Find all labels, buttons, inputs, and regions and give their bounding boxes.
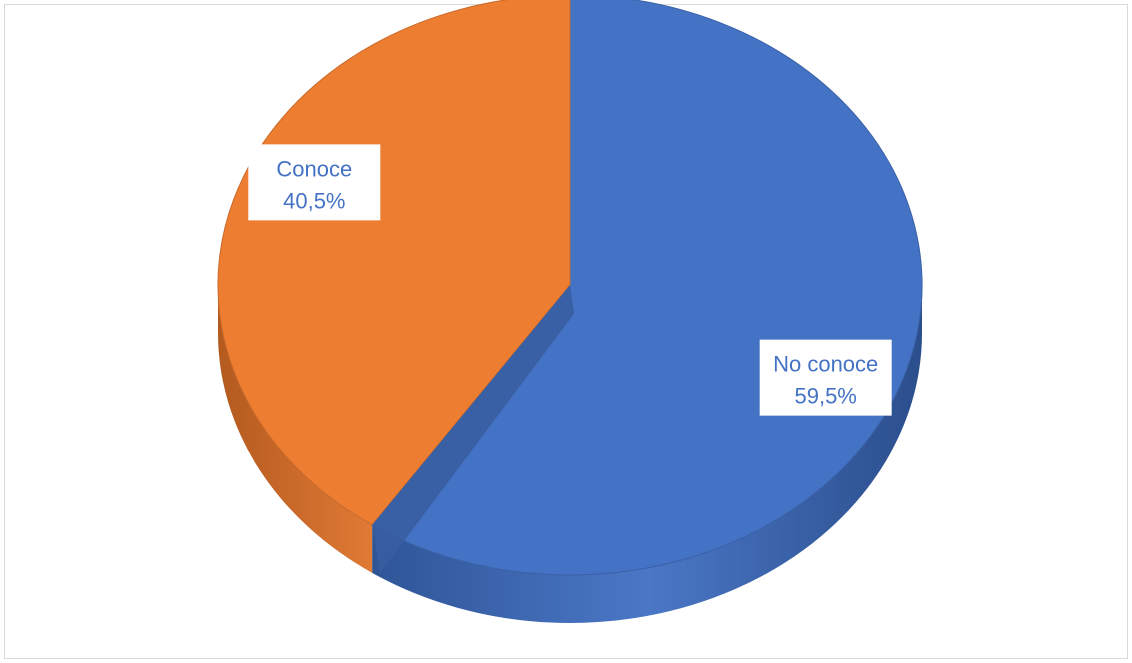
data-label-box (759, 339, 892, 416)
data-label-no-conoce: No conoce 59,5% (759, 339, 892, 416)
data-label-value: 40,5% (283, 188, 345, 213)
data-label-category: No conoce (773, 352, 878, 377)
pie-slice-conoce (217, 0, 571, 526)
pie-side-conoce (218, 285, 373, 573)
pie-inner-face (372, 285, 574, 573)
pie-slice-no-conoce (371, 0, 923, 576)
data-label-category: Conoce (276, 156, 352, 181)
data-label-value: 59,5% (794, 384, 856, 409)
data-label-conoce: Conoce 40,5% (248, 144, 381, 221)
pie-side-no-conoce (372, 285, 923, 624)
data-label-box (248, 144, 381, 221)
